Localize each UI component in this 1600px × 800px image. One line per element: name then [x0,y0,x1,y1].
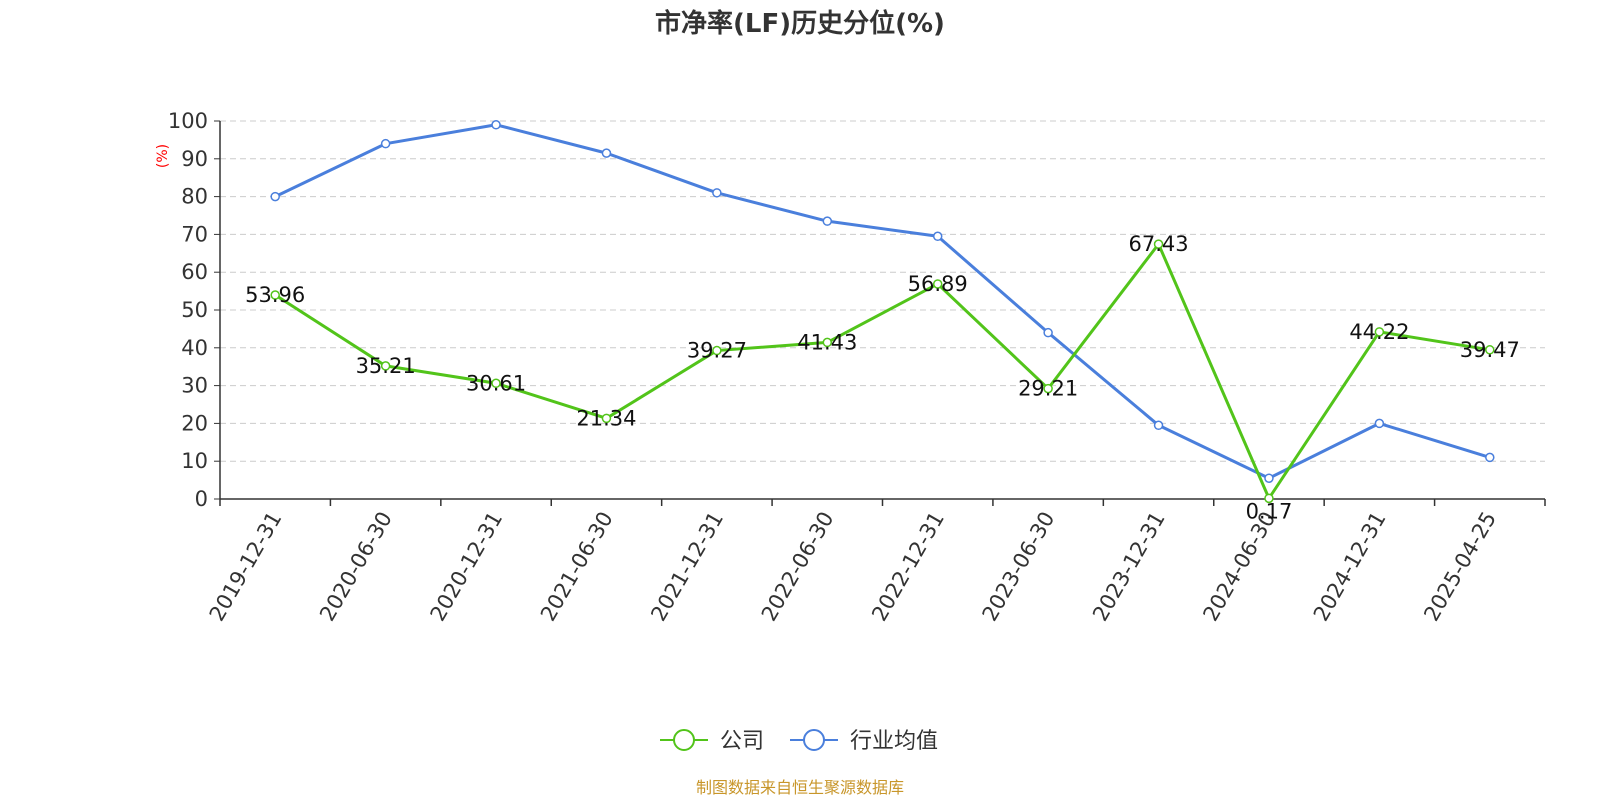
data-label: 39.47 [1460,338,1520,362]
grid-lines [220,120,1545,462]
y-tick-label: 90 [181,147,208,171]
data-point-company [380,361,391,371]
x-tick-label: 2023-06-30 [978,508,1060,626]
data-point-industry [932,231,943,242]
data-point-industry [822,216,833,226]
data-label: 41.43 [797,330,857,354]
data-label: 56.89 [908,272,968,296]
data-label: 21.34 [576,406,636,430]
data-label: 30.61 [466,371,526,395]
data-point-company [270,290,280,300]
x-tick-label: 2023-12-31 [1088,508,1170,626]
x-tick-label: 2024-12-31 [1309,508,1391,626]
data-point-industry [1043,327,1053,338]
legend-label-company: 公司 [720,729,764,754]
data-label: 35.21 [356,354,416,378]
data-point-company [1043,383,1053,394]
series-line-company [274,242,1491,500]
x-tick-label: 2022-06-30 [757,508,839,626]
series-line-industry [274,123,1491,480]
x-tick-label: 2025-04-25 [1419,508,1501,626]
legend-marker-industry [803,729,825,751]
y-axis-unit-label: (%) [155,144,171,168]
data-point-company [712,345,722,356]
legend-item-company[interactable]: 公司 [660,729,764,754]
legend[interactable]: 公司 行业均值 [660,729,938,754]
y-tick-label: 100 [168,109,208,133]
data-point-industry [601,148,612,158]
chart-title: 市净率(LF)历史分位(%) [655,8,945,39]
data-labels: 53.96 35.21 30.61 21.34 39.27 41.43 56.89 29.21… [245,232,1520,523]
y-tick-label: 50 [181,298,208,322]
data-point-industry [380,138,391,149]
data-point-industry [712,188,722,198]
y-tick-label: 40 [181,336,208,360]
y-tick-label: 0 [195,487,208,511]
series-layer [270,120,1495,504]
y-tick-label: 10 [181,449,208,473]
y-tick-label: 20 [181,411,208,435]
data-label: 29.21 [1018,377,1078,401]
data-point-company [1153,239,1164,249]
legend-marker-company [673,729,695,751]
y-tick-label: 70 [181,222,208,246]
data-point-company [1374,327,1385,337]
data-point-industry [1153,420,1164,431]
data-point-company [932,279,943,289]
y-tick-label: 80 [181,185,208,209]
data-point-industry [491,120,501,130]
data-label: 39.27 [687,339,747,363]
legend-label-industry: 行业均值 [850,729,938,754]
source-footer: 制图数据来自恒生聚源数据库 [696,778,904,797]
data-point-company [1485,345,1495,355]
data-label: 53.96 [245,283,305,307]
x-tick-label: 2022-12-31 [867,507,949,625]
data-label: 0.17 [1246,499,1293,523]
x-tick-label: 2021-12-31 [646,508,728,626]
data-point-industry [1485,452,1495,463]
data-point-industry [1264,473,1274,483]
data-point-company [601,413,612,424]
x-tick-label: 2020-06-30 [315,508,397,626]
x-tick-label: 2021-06-30 [536,508,618,626]
x-tick-label: 2019-12-31 [205,508,287,626]
y-tick-label: 60 [181,260,208,284]
legend-item-industry[interactable]: 行业均值 [790,729,938,754]
data-point-industry [270,191,280,202]
x-tick-label: 2024-06-30 [1198,508,1280,626]
data-label: 67.43 [1128,232,1188,256]
x-tick-label: 2020-12-31 [425,507,507,625]
data-label: 44.22 [1349,320,1409,344]
y-tick-label: 30 [181,374,208,398]
data-point-company [491,378,501,389]
data-point-industry [1374,418,1385,429]
data-point-company [1264,493,1274,504]
data-point-company [822,337,833,348]
